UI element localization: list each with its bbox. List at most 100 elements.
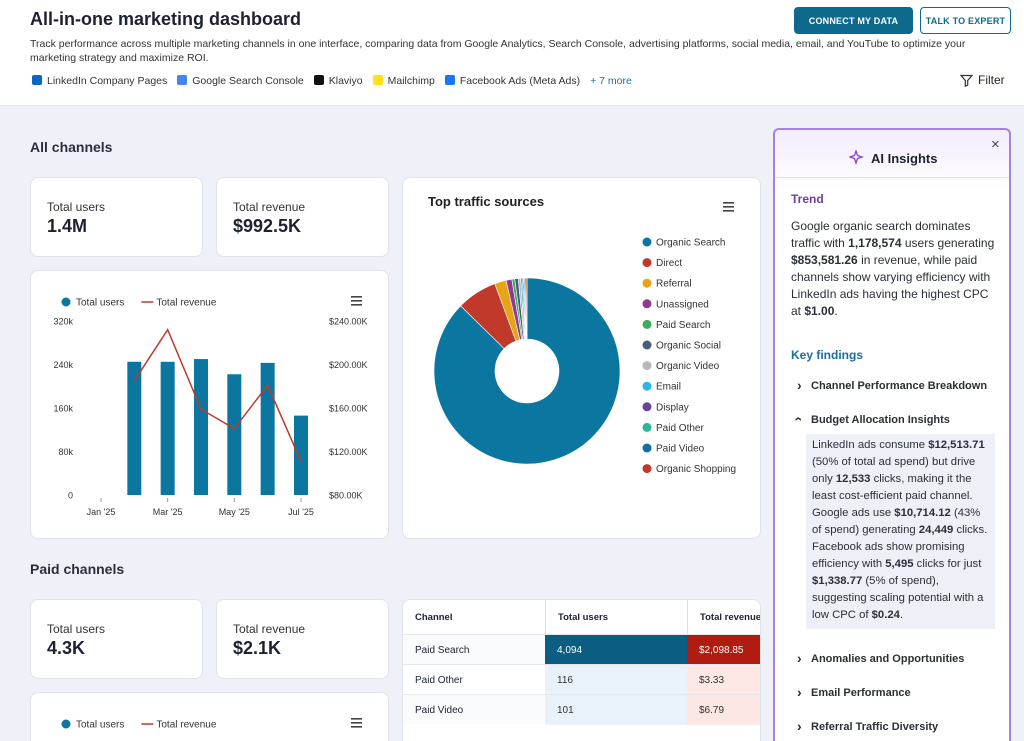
finding-item[interactable]: Email Performance	[797, 684, 911, 700]
legend-label: Organic Video	[656, 361, 720, 372]
kpi-label: Total users	[47, 622, 106, 636]
x-tick-label: Jan '25	[87, 507, 116, 517]
legend-label: Paid Other	[656, 423, 704, 434]
kpi-value: 4.3K	[47, 638, 86, 658]
y-tick-label: 160k	[53, 404, 73, 414]
divider	[775, 177, 1009, 178]
text-part: LinkedIn ads consume	[812, 439, 929, 451]
section-title: Paid channels	[30, 561, 125, 577]
bar	[260, 362, 275, 495]
legend-marker	[642, 299, 652, 309]
source-name: Mailchimp	[387, 75, 435, 87]
kpi-value: 1.4M	[47, 216, 88, 236]
connect-button[interactable]: CONNECT MY DATA	[794, 7, 913, 34]
menu-icon	[723, 206, 734, 208]
text-part: $0.24	[871, 609, 900, 621]
legend-label: Total revenue	[156, 720, 216, 731]
kpi-value: $992.5K	[233, 216, 302, 236]
legend-label: Organic Social	[656, 341, 721, 352]
page-title: All-in-one marketing dashboard	[30, 9, 302, 29]
menu-icon	[351, 718, 362, 720]
menu-icon	[351, 300, 362, 302]
source-icon	[372, 75, 383, 85]
legend-marker	[642, 464, 652, 474]
source-icon	[313, 75, 324, 85]
table-row: Paid Other 116 $3.33	[403, 664, 760, 695]
channel-cell: Paid Other	[415, 674, 463, 686]
text-part: .	[899, 609, 904, 621]
kpi-card: Total revenue $2.1K	[216, 599, 389, 679]
source-icon	[32, 75, 42, 85]
finding-item[interactable]: Channel Performance Breakdown	[797, 377, 987, 393]
revenue-line	[133, 328, 302, 462]
text-part: 12,533	[835, 473, 871, 485]
y2-tick-label: $160.00K	[329, 404, 368, 414]
users-cell: 101	[545, 695, 687, 725]
legend-label: Total revenue	[156, 298, 216, 309]
header: All-in-one marketing dashboard Track per…	[0, 0, 1024, 106]
legend-label: Direct	[656, 258, 682, 269]
more-sources[interactable]: + 7 more	[590, 75, 632, 87]
legend-marker	[642, 319, 652, 329]
legend-label: Unassigned	[656, 299, 709, 310]
column-header: Total revenue	[687, 600, 760, 634]
source-name: Facebook Ads (Meta Ads)	[459, 75, 581, 87]
section-title: All channels	[30, 139, 113, 155]
users-cell: 116	[545, 665, 687, 695]
filter-label: Filter	[978, 73, 1005, 87]
text-part: .	[834, 304, 838, 318]
table-header: Channel Total users Total revenue	[403, 600, 760, 634]
legend-marker	[642, 361, 652, 371]
finding-item[interactable]: Anomalies and Opportunities	[797, 650, 964, 666]
legend-label: Organic Search	[656, 238, 725, 249]
legend-marker	[642, 237, 652, 247]
x-tick-label: Jul '25	[288, 507, 314, 517]
description: Track performance across multiple market…	[30, 38, 966, 64]
source-item: Mailchimp	[372, 75, 435, 87]
kpi-card: Total users 1.4M	[30, 177, 203, 257]
menu-icon	[351, 722, 362, 724]
chart-title: Top traffic sources	[428, 194, 544, 209]
source-name: Klaviyo	[328, 75, 363, 87]
menu-icon	[723, 202, 734, 204]
source-item: Klaviyo	[313, 75, 363, 87]
menu-icon	[351, 304, 362, 306]
legend-label: Paid Video	[656, 444, 705, 455]
finding-item[interactable]: Referral Traffic Diversity	[797, 718, 938, 734]
expert-button[interactable]: TALK TO EXPERT	[920, 7, 1011, 34]
trend-heading: Trend	[791, 192, 824, 206]
text-part: clicks, making it the least cost-efficie…	[812, 473, 973, 519]
column-header: Total users	[545, 600, 687, 634]
text-part: (43% of spend) generating	[812, 507, 981, 536]
table-row: Paid Video 101 $6.79	[403, 694, 760, 725]
kpi-label: Total revenue	[233, 200, 306, 214]
close-button[interactable]: ×	[991, 136, 1000, 153]
text-part: $12,513.71	[928, 439, 985, 451]
y-tick-label: 320k	[53, 317, 73, 327]
text-part: $853,581.26	[791, 253, 858, 267]
y-tick-label: 240k	[53, 360, 73, 370]
y2-tick-label: $80.00K	[329, 491, 363, 501]
text-part: $1,338.77	[812, 575, 863, 587]
source-name: Google Search Console	[192, 75, 304, 87]
filter-button[interactable]: Filter	[960, 73, 1005, 87]
source-item: Facebook Ads (Meta Ads)	[444, 75, 581, 87]
bar	[193, 359, 208, 495]
text-part: clicks. Facebook ads show promising effi…	[812, 524, 988, 570]
finding-detail: LinkedIn ads consume $12,513.71 (50% of …	[806, 434, 995, 629]
finding-item[interactable]: Budget Allocation Insights	[811, 414, 950, 426]
menu-icon	[723, 210, 734, 212]
bar	[127, 361, 142, 495]
legend-marker	[642, 278, 652, 288]
ai-insights-panel: × AI Insights Trend Google organic search d…	[773, 128, 1011, 741]
text-part: (5% of spend), suggesting scaling potent…	[812, 575, 984, 621]
trend-text: Google organic search dominates traffic …	[791, 218, 996, 320]
legend-marker	[642, 258, 652, 268]
combo-chart: Total users Total revenue 0 80k 160k 240k 320k…	[30, 270, 389, 539]
text-part: 5,495	[885, 558, 914, 570]
paid-table: Channel Total users Total revenue Paid Sear…	[402, 599, 761, 741]
y2-tick-label: $200.00K	[329, 360, 368, 370]
source-item: LinkedIn Company Pages	[32, 75, 167, 87]
sparkle-shape	[849, 150, 865, 166]
channel-cell: Paid Video	[415, 704, 464, 716]
